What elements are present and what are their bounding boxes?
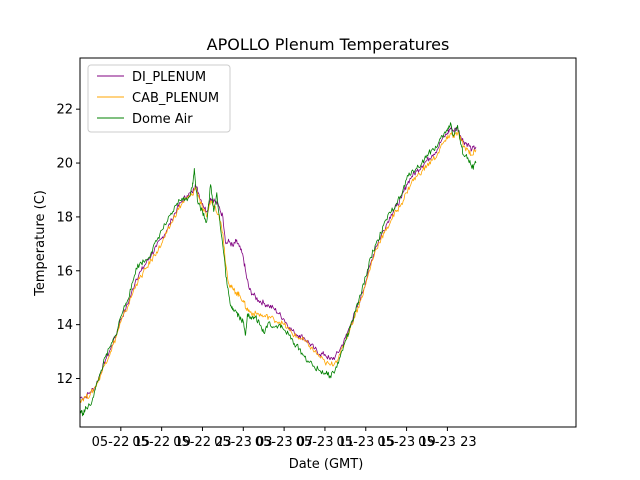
y-axis: 12 14 16 18 20 22 [56, 103, 80, 387]
y-tick-label: 12 [56, 372, 73, 387]
x-axis-label: Date (GMT) [289, 457, 364, 472]
x-tick-label: 05-23 03 [214, 435, 272, 450]
y-tick-label: 22 [56, 103, 73, 118]
legend-frame [87, 64, 231, 133]
x-tick-label: 05-23 23 [418, 435, 476, 450]
chart-title: APOLLO Plenum Temperatures [207, 35, 450, 54]
plot-area [79, 57, 577, 428]
y-tick-label: 14 [56, 318, 73, 333]
legend-label: CAB_PLENUM [132, 91, 219, 106]
y-tick-label: 18 [56, 210, 73, 225]
x-tick-label: 05-23 11 [296, 435, 354, 450]
legend: DI_PLENUM CAB_PLENUM Dome Air [87, 64, 231, 133]
y-tick-label: 16 [56, 264, 73, 279]
x-tick-label: 05-22 23 [173, 435, 231, 450]
legend-label: DI_PLENUM [132, 70, 206, 85]
series-line-dome-air [79, 122, 477, 417]
x-tick-label: 05-22 19 [132, 435, 190, 450]
x-tick-label: 05-23 07 [255, 435, 313, 450]
x-tick-label: 05-22 15 [92, 435, 150, 450]
x-tick-label: 05-23 15 [337, 435, 395, 450]
legend-label: Dome Air [132, 112, 193, 127]
plot-frame [79, 57, 577, 428]
x-tick-label: 05-23 19 [377, 435, 435, 450]
y-tick-label: 20 [56, 157, 73, 172]
series-line-cab-plenum [79, 131, 477, 403]
y-axis-label: Temperature (C) [33, 190, 48, 297]
series-group [79, 122, 477, 417]
